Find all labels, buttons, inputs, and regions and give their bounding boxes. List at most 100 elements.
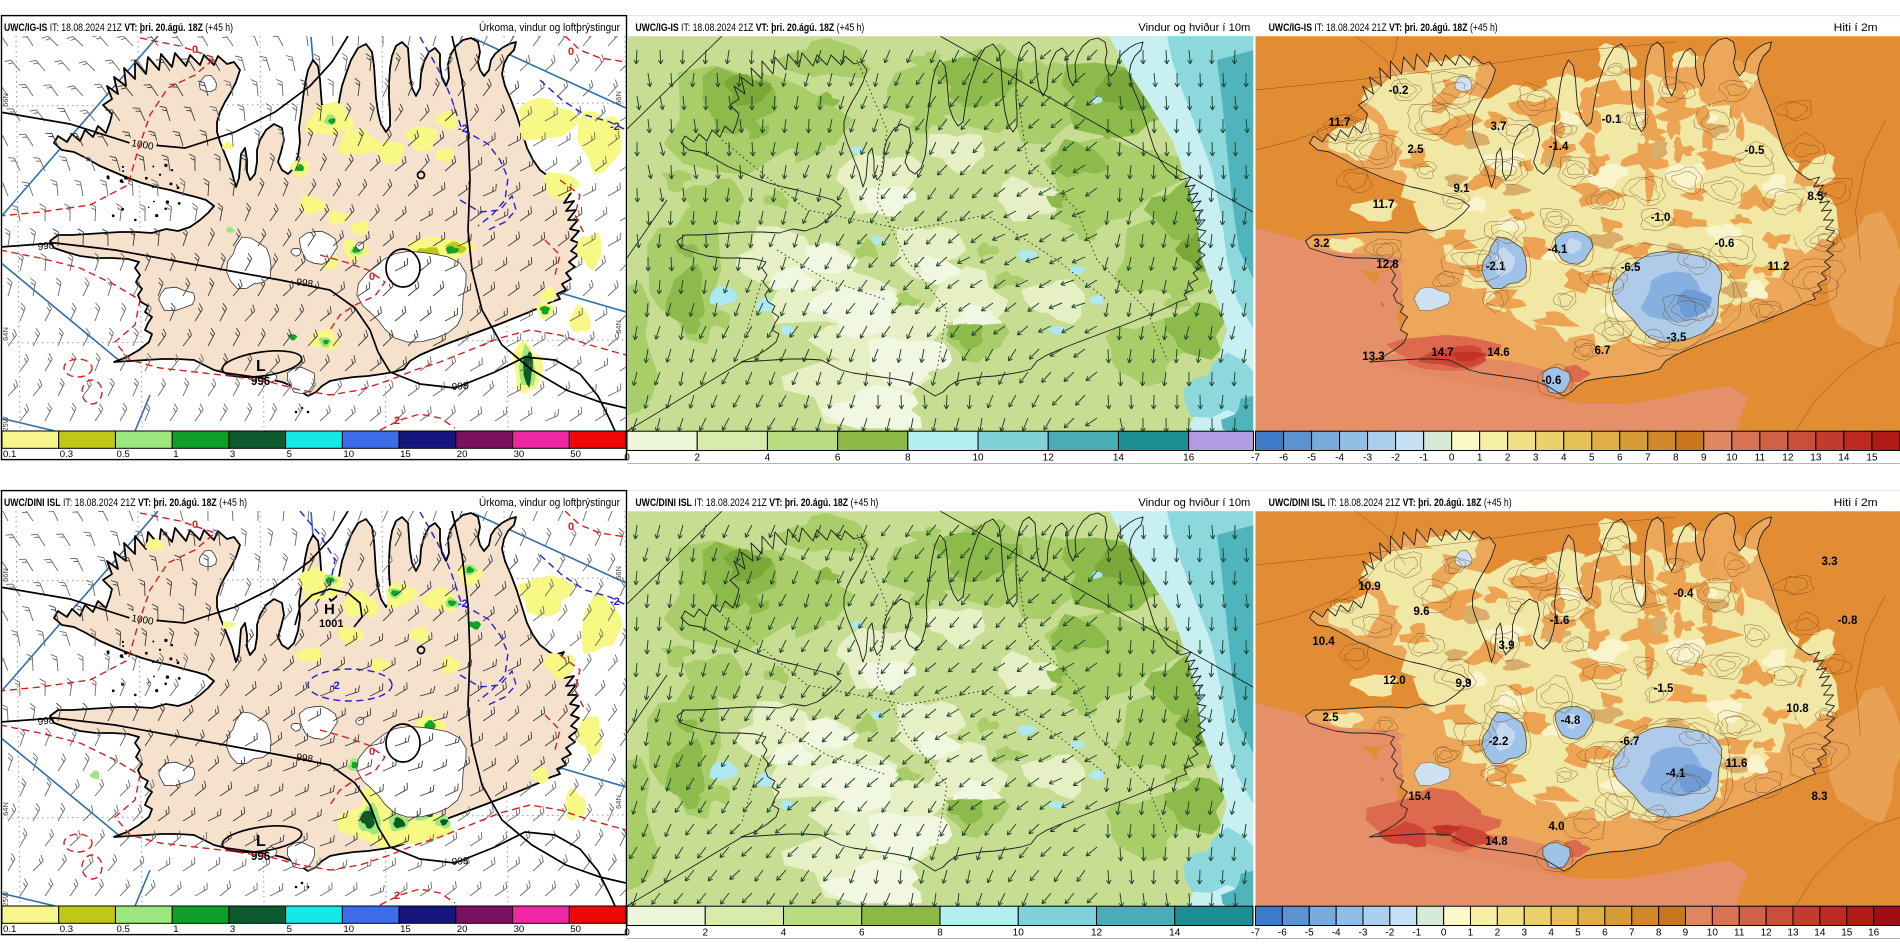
- svg-text:10: 10: [343, 924, 354, 935]
- svg-text:10.8: 10.8: [1786, 703, 1809, 715]
- svg-text:Hiti í 2m: Hiti í 2m: [1834, 497, 1878, 509]
- svg-text:-2: -2: [1391, 453, 1400, 464]
- svg-text:L: L: [256, 358, 266, 375]
- svg-text:8: 8: [1673, 453, 1679, 464]
- svg-text:-6: -6: [1279, 453, 1288, 464]
- svg-text:0: 0: [1441, 928, 1447, 939]
- svg-text:-7: -7: [1251, 928, 1260, 939]
- svg-text:7: 7: [1645, 453, 1651, 464]
- svg-text:9.6: 9.6: [1414, 606, 1430, 618]
- svg-text:-2.1: -2.1: [1486, 261, 1506, 273]
- svg-text:-0.6: -0.6: [1715, 238, 1735, 250]
- svg-text:-5: -5: [1305, 928, 1314, 939]
- svg-text:-0.6: -0.6: [1542, 375, 1562, 387]
- svg-text:-0.5: -0.5: [1745, 145, 1765, 157]
- svg-text:5: 5: [1589, 453, 1595, 464]
- svg-text:12.0: 12.0: [1383, 675, 1405, 687]
- svg-text:14.6: 14.6: [1487, 347, 1509, 359]
- svg-text:3: 3: [230, 924, 235, 935]
- svg-text:3.7: 3.7: [1491, 121, 1507, 133]
- svg-text:0: 0: [568, 521, 574, 533]
- svg-text:16: 16: [1183, 453, 1195, 464]
- svg-text:3.9: 3.9: [1499, 640, 1515, 652]
- svg-text:11.7: 11.7: [1329, 117, 1351, 129]
- svg-text:-3: -3: [1363, 453, 1372, 464]
- svg-text:2: 2: [1495, 928, 1501, 939]
- svg-text:8: 8: [905, 453, 911, 464]
- svg-text:5: 5: [287, 924, 292, 935]
- svg-text:15: 15: [1841, 928, 1853, 939]
- svg-text:6: 6: [1602, 928, 1608, 939]
- svg-text:UWC/DINI ISL IT: 18.08.2024 21: UWC/DINI ISL IT: 18.08.2024 21Z VT: þri.…: [4, 497, 247, 509]
- svg-text:9.9: 9.9: [1456, 678, 1472, 690]
- svg-text:-5: -5: [1307, 453, 1316, 464]
- svg-text:12: 12: [1761, 928, 1773, 939]
- svg-text:14: 14: [1113, 453, 1125, 464]
- svg-text:998: 998: [296, 752, 314, 765]
- svg-text:0.1: 0.1: [3, 449, 16, 460]
- svg-text:L: L: [256, 833, 266, 850]
- svg-text:4: 4: [1548, 928, 1554, 939]
- svg-text:10.4: 10.4: [1312, 636, 1335, 648]
- svg-text:-1.4: -1.4: [1549, 141, 1569, 153]
- svg-text:64N: 64N: [1, 327, 10, 341]
- svg-text:0: 0: [192, 44, 198, 56]
- svg-text:30: 30: [514, 924, 525, 935]
- svg-text:-4.1: -4.1: [1666, 768, 1686, 780]
- svg-text:15: 15: [400, 449, 411, 460]
- svg-text:11: 11: [1734, 928, 1745, 939]
- svg-text:1001: 1001: [319, 618, 343, 630]
- svg-text:-2: -2: [1385, 928, 1394, 939]
- svg-text:-1.5: -1.5: [1654, 683, 1674, 695]
- svg-text:0: 0: [624, 453, 630, 464]
- svg-text:Vindur og hviður í 10m: Vindur og hviður í 10m: [1138, 22, 1250, 34]
- svg-text:-6: -6: [1278, 928, 1287, 939]
- svg-text:15: 15: [1866, 453, 1878, 464]
- svg-text:0: 0: [192, 519, 198, 531]
- svg-text:-0.1: -0.1: [1602, 114, 1622, 126]
- svg-text:0.3: 0.3: [60, 924, 73, 935]
- svg-text:4: 4: [781, 928, 787, 939]
- svg-text:-3: -3: [1359, 928, 1368, 939]
- svg-text:-0.2: -0.2: [1389, 85, 1409, 97]
- svg-text:8.5: 8.5: [1808, 191, 1825, 203]
- svg-text:6: 6: [1617, 453, 1623, 464]
- svg-text:1: 1: [1468, 928, 1474, 939]
- svg-text:H: H: [324, 601, 335, 618]
- svg-text:2: 2: [1505, 453, 1511, 464]
- svg-text:6: 6: [835, 453, 841, 464]
- svg-text:0: 0: [1449, 453, 1455, 464]
- svg-text:9: 9: [1683, 928, 1689, 939]
- svg-text:4: 4: [765, 453, 771, 464]
- svg-text:12.8: 12.8: [1376, 259, 1399, 271]
- svg-text:11.6: 11.6: [1726, 758, 1748, 770]
- svg-text:-3.5: -3.5: [1667, 332, 1687, 344]
- svg-text:-1.6: -1.6: [1550, 615, 1570, 627]
- svg-text:66N: 66N: [614, 91, 623, 105]
- svg-text:0: 0: [624, 928, 630, 939]
- svg-text:8: 8: [937, 928, 943, 939]
- svg-text:12: 12: [1782, 453, 1794, 464]
- svg-text:-4.8: -4.8: [1561, 715, 1581, 727]
- svg-text:-4.1: -4.1: [1548, 244, 1568, 256]
- svg-text:UWC/IG-IS IT: 18.08.2024 21Z V: UWC/IG-IS IT: 18.08.2024 21Z VT: þri. 20…: [1269, 22, 1498, 34]
- svg-text:50: 50: [570, 449, 581, 460]
- svg-text:2: 2: [394, 415, 400, 427]
- svg-text:-2: -2: [610, 596, 620, 608]
- svg-text:Úrkoma, vindur og loftþrýsting: Úrkoma, vindur og loftþrýstingur: [479, 21, 620, 34]
- svg-text:66N: 66N: [1, 93, 10, 107]
- svg-text:-4: -4: [1332, 928, 1341, 939]
- svg-text:5: 5: [1575, 928, 1581, 939]
- svg-text:-0.4: -0.4: [1674, 588, 1694, 600]
- svg-text:25W: 25W: [1, 890, 10, 906]
- svg-text:7: 7: [1629, 928, 1635, 939]
- svg-text:14: 14: [1814, 928, 1826, 939]
- svg-text:-4: -4: [1335, 453, 1344, 464]
- svg-text:14: 14: [1169, 928, 1181, 939]
- svg-text:996: 996: [251, 376, 270, 388]
- svg-text:0.5: 0.5: [117, 924, 130, 935]
- svg-text:10: 10: [1707, 928, 1719, 939]
- svg-text:11.7: 11.7: [1373, 199, 1395, 211]
- svg-text:0.1: 0.1: [3, 924, 16, 935]
- svg-text:9.1: 9.1: [1454, 183, 1471, 195]
